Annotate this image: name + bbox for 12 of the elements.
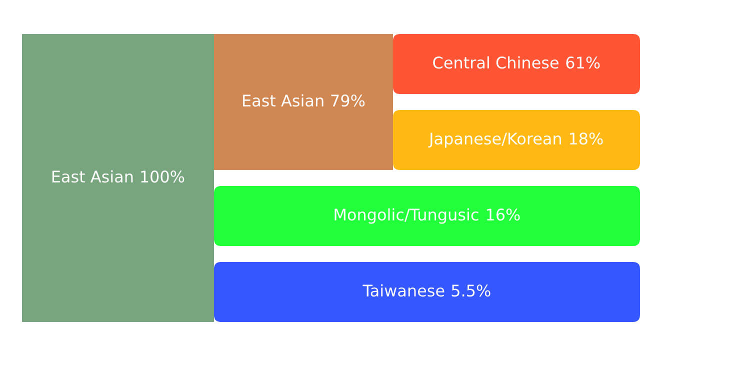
category-label: Taiwanese (362, 284, 444, 297)
category-label: East Asian (52, 170, 133, 183)
category-label: Mongolic/Tungusic (334, 208, 478, 224)
data-label: 79% (331, 94, 365, 107)
category-label: East Asian (243, 94, 324, 107)
category-label: Japanese/Korean (428, 132, 561, 148)
data-label: 61% (566, 56, 600, 69)
data-label: 18% (570, 132, 603, 145)
data-label: 5.5% (452, 284, 490, 297)
category-label: Central Chinese (433, 56, 558, 69)
data-label: 100% (141, 170, 184, 183)
data-label: 16% (486, 208, 520, 221)
